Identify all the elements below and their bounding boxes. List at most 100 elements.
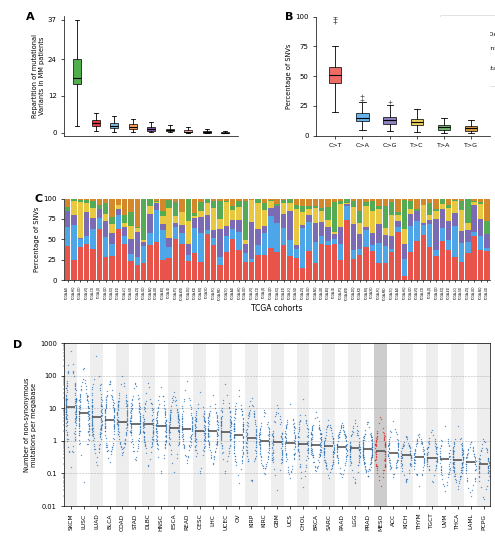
Point — [303, 452, 311, 460]
Point — [204, 429, 212, 438]
Point — [227, 421, 235, 430]
Point — [207, 453, 215, 462]
Bar — [363, 246, 369, 280]
Point — [226, 423, 234, 432]
Point — [252, 432, 260, 441]
Point — [340, 422, 347, 431]
Point — [291, 438, 299, 447]
Point — [329, 437, 337, 446]
Bar — [459, 210, 464, 230]
Point — [201, 432, 209, 441]
Point — [145, 461, 152, 470]
Point — [225, 444, 233, 453]
Point — [143, 389, 150, 398]
Point — [217, 431, 225, 440]
Point — [394, 440, 402, 449]
Point — [181, 450, 189, 459]
Point — [437, 468, 445, 476]
Point — [450, 439, 458, 448]
Point — [100, 416, 108, 425]
Point — [346, 442, 354, 451]
Point — [295, 417, 303, 426]
Y-axis label: Repartition of mutational
Variants in MM patients: Repartition of mutational Variants in MM… — [32, 34, 45, 118]
Point — [136, 403, 144, 411]
Point — [445, 468, 453, 476]
Point — [175, 437, 183, 446]
Point — [205, 410, 213, 419]
Point — [98, 417, 105, 426]
Point — [418, 469, 426, 478]
Point — [393, 459, 400, 468]
Point — [475, 469, 483, 477]
Point — [115, 391, 123, 400]
Point — [123, 416, 131, 425]
Bar — [135, 199, 140, 227]
Bar — [224, 201, 229, 202]
Point — [72, 398, 80, 407]
Point — [64, 368, 72, 377]
Point — [230, 437, 238, 446]
Point — [200, 417, 208, 426]
Bar — [262, 255, 267, 280]
Point — [213, 417, 221, 426]
Point — [342, 443, 350, 452]
Point — [264, 430, 272, 439]
Point — [168, 393, 176, 402]
Bar — [268, 207, 274, 216]
Bar — [465, 253, 471, 280]
X-axis label: TCGA cohorts: TCGA cohorts — [251, 304, 303, 313]
Point — [204, 431, 212, 439]
Point — [97, 420, 105, 429]
Point — [160, 408, 168, 416]
Point — [192, 445, 199, 454]
PathPatch shape — [110, 123, 118, 128]
Point — [458, 460, 466, 469]
Point — [334, 441, 342, 449]
Point — [117, 379, 125, 388]
Point — [372, 454, 380, 463]
Point — [88, 416, 96, 425]
Point — [413, 438, 421, 447]
Point — [174, 412, 182, 421]
Point — [174, 408, 182, 417]
Point — [359, 444, 367, 453]
Point — [299, 483, 307, 492]
Point — [153, 441, 161, 450]
Point — [85, 414, 93, 422]
Point — [240, 428, 248, 437]
Point — [63, 386, 71, 394]
Point — [320, 447, 328, 455]
Point — [123, 415, 131, 424]
Bar — [287, 256, 293, 280]
Point — [343, 445, 350, 454]
Point — [323, 421, 331, 430]
Bar — [363, 206, 369, 227]
Point — [311, 465, 319, 474]
Point — [291, 441, 299, 450]
Point — [71, 436, 79, 444]
Point — [265, 444, 273, 453]
Point — [136, 422, 144, 431]
Point — [179, 435, 187, 444]
Point — [265, 427, 273, 436]
Point — [225, 447, 233, 455]
Point — [385, 442, 393, 450]
Point — [98, 411, 105, 420]
Point — [88, 406, 96, 415]
Bar — [345, 202, 350, 205]
Point — [77, 386, 85, 394]
Point — [368, 438, 376, 447]
Point — [62, 390, 70, 399]
Bar — [471, 205, 477, 233]
Point — [475, 468, 483, 476]
Point — [309, 421, 317, 430]
Point — [322, 431, 330, 439]
Point — [308, 423, 316, 432]
Point — [250, 409, 258, 417]
Point — [159, 391, 167, 400]
Point — [291, 436, 298, 445]
Point — [308, 453, 316, 461]
Point — [230, 440, 238, 449]
Point — [206, 402, 214, 410]
Point — [85, 426, 93, 435]
